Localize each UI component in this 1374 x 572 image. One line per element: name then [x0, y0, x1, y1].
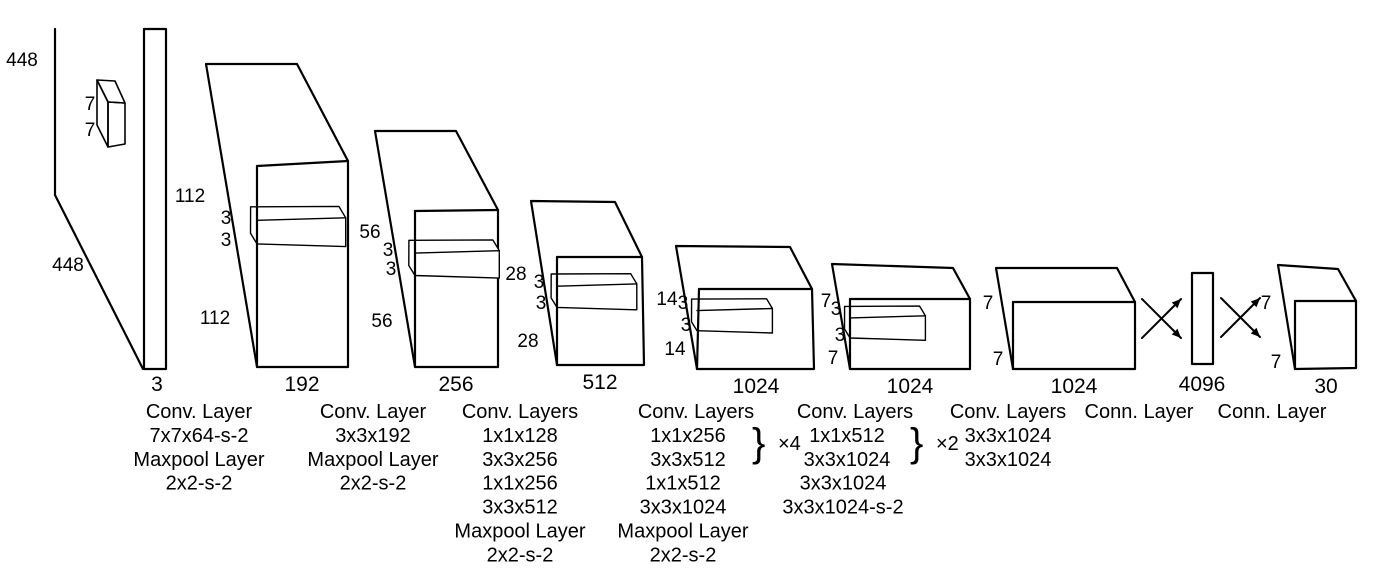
svg-text:3: 3 — [678, 293, 689, 314]
svg-text:3x3x1024-s-2: 3x3x1024-s-2 — [782, 497, 903, 519]
svg-text:28: 28 — [505, 264, 526, 285]
svg-text:7: 7 — [1261, 293, 1272, 314]
svg-text:Conv. Layers: Conv. Layers — [638, 401, 754, 423]
svg-text:1x1x128: 1x1x128 — [482, 425, 558, 447]
svg-text:Conv. Layers: Conv. Layers — [950, 401, 1066, 423]
svg-text:1024: 1024 — [1051, 375, 1098, 398]
svg-text:512: 512 — [582, 371, 617, 394]
svg-text:7: 7 — [983, 293, 994, 314]
svg-text:1x1x256: 1x1x256 — [650, 425, 726, 447]
svg-text:2x2-s-2: 2x2-s-2 — [650, 544, 717, 566]
svg-text:4096: 4096 — [1179, 373, 1226, 396]
svg-text:}: } — [752, 421, 765, 465]
svg-text:3: 3 — [151, 373, 163, 396]
svg-text:1x1x512: 1x1x512 — [809, 425, 885, 447]
svg-text:Conn. Layer: Conn. Layer — [1085, 401, 1194, 423]
svg-text:3: 3 — [221, 230, 232, 251]
svg-text:3: 3 — [536, 293, 547, 314]
svg-text:7: 7 — [85, 94, 96, 115]
svg-text:3x3x1024: 3x3x1024 — [965, 449, 1052, 471]
svg-text:7: 7 — [993, 349, 1004, 370]
svg-text:2x2-s-2: 2x2-s-2 — [340, 473, 407, 495]
svg-text:7: 7 — [1271, 352, 1282, 373]
svg-text:1x1x256: 1x1x256 — [482, 473, 558, 495]
svg-text:3: 3 — [831, 299, 842, 320]
svg-text:Conn. Layer: Conn. Layer — [1218, 401, 1327, 423]
svg-text:7: 7 — [828, 348, 839, 369]
svg-text:56: 56 — [359, 222, 380, 243]
svg-text:Conv. Layers: Conv. Layers — [462, 401, 578, 423]
svg-text:3x3x1024: 3x3x1024 — [800, 473, 887, 495]
svg-text:3: 3 — [835, 325, 846, 346]
svg-text:1024: 1024 — [733, 375, 780, 398]
svg-text:28: 28 — [517, 331, 538, 352]
svg-text:1024: 1024 — [887, 375, 934, 398]
svg-text:Maxpool Layer: Maxpool Layer — [454, 521, 586, 543]
svg-text:3: 3 — [534, 272, 545, 293]
svg-text:Maxpool Layer: Maxpool Layer — [133, 449, 265, 471]
svg-text:14: 14 — [656, 289, 678, 310]
svg-text:3x3x256: 3x3x256 — [482, 449, 558, 471]
svg-text:448: 448 — [52, 255, 84, 276]
svg-text:7: 7 — [821, 291, 832, 312]
svg-text:×4: ×4 — [778, 433, 801, 455]
svg-text:192: 192 — [284, 373, 319, 396]
svg-text:7x7x64-s-2: 7x7x64-s-2 — [150, 425, 249, 447]
svg-text:3x3x512: 3x3x512 — [650, 449, 726, 471]
svg-text:3: 3 — [221, 208, 232, 229]
svg-text:112: 112 — [200, 308, 230, 329]
svg-text:3x3x192: 3x3x192 — [335, 425, 411, 447]
svg-text:30: 30 — [1314, 375, 1337, 398]
svg-text:7: 7 — [85, 120, 96, 141]
svg-text:2x2-s-2: 2x2-s-2 — [166, 473, 233, 495]
svg-text:14: 14 — [664, 339, 686, 360]
svg-text:256: 256 — [438, 373, 473, 396]
svg-text:3: 3 — [681, 315, 692, 336]
svg-text:3x3x512: 3x3x512 — [482, 497, 558, 519]
svg-text:1x1x512: 1x1x512 — [645, 473, 721, 495]
svg-text:112: 112 — [175, 186, 205, 207]
svg-text:448: 448 — [6, 50, 38, 71]
svg-text:3: 3 — [386, 259, 397, 280]
svg-text:3: 3 — [383, 240, 394, 261]
svg-text:Maxpool Layer: Maxpool Layer — [617, 521, 749, 543]
svg-text:56: 56 — [371, 311, 392, 332]
svg-text:Conv. Layer: Conv. Layer — [146, 401, 253, 423]
svg-text:}: } — [910, 421, 923, 465]
svg-text:2x2-s-2: 2x2-s-2 — [487, 544, 554, 566]
svg-text:Conv. Layer: Conv. Layer — [320, 401, 427, 423]
svg-text:×2: ×2 — [936, 433, 959, 455]
svg-text:3x3x1024: 3x3x1024 — [965, 425, 1052, 447]
svg-text:Conv. Layers: Conv. Layers — [797, 401, 913, 423]
svg-text:3x3x1024: 3x3x1024 — [804, 449, 891, 471]
svg-text:Maxpool Layer: Maxpool Layer — [307, 449, 439, 471]
svg-text:3x3x1024: 3x3x1024 — [640, 497, 727, 519]
